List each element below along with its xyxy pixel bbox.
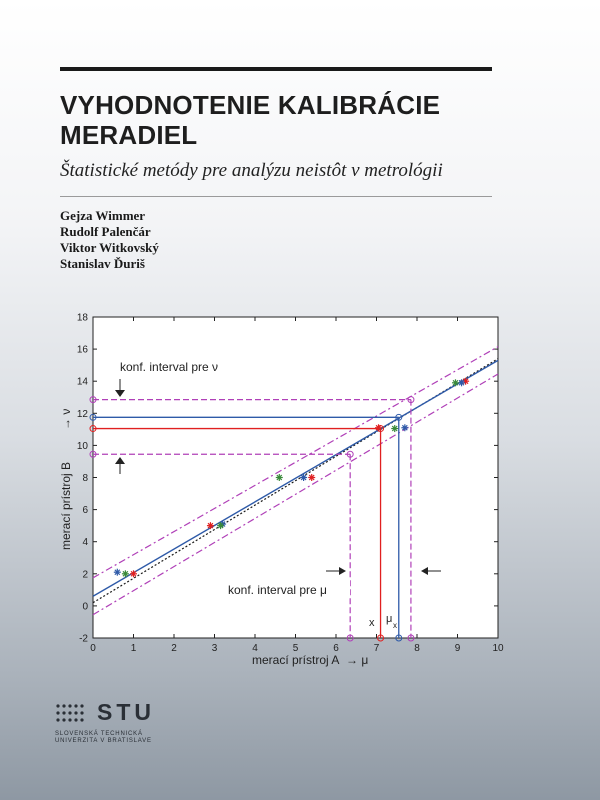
data-point <box>113 568 121 576</box>
mu-ci-marker <box>407 634 415 642</box>
data-point-stroke <box>452 379 459 386</box>
x-tick-label: 0 <box>90 643 96 654</box>
y-tick-label: 10 <box>77 441 89 452</box>
data-point <box>300 474 308 481</box>
mu-value-label: μ <box>386 613 392 625</box>
x-tick-label: 8 <box>414 643 420 654</box>
y-tick-label: 12 <box>77 409 89 420</box>
y-tick-label: -2 <box>79 634 88 645</box>
author-name: Stanislav Ďuriš <box>60 256 145 271</box>
logo-dots-icon <box>56 704 84 722</box>
x-tick-label: 6 <box>333 643 339 654</box>
mu-subscript: x <box>393 621 397 630</box>
logo-line-1: SLOVENSKÁ TECHNICKÁ <box>55 731 143 737</box>
x-axis-arrow: → μ <box>346 653 368 667</box>
confidence-band-lower <box>92 373 499 616</box>
y-tick-label: 8 <box>82 473 88 484</box>
data-point <box>308 474 316 481</box>
data-point-stroke <box>375 424 382 431</box>
y-tick-label: 14 <box>77 377 89 388</box>
data-point-stroke <box>401 424 408 431</box>
data-point <box>130 570 137 578</box>
conf-interval-nu-label: konf. interval pre ν <box>120 360 218 374</box>
author-name: Viktor Witkovský <box>60 240 159 255</box>
x-tick-label: 9 <box>455 643 461 654</box>
y-tick-label: 16 <box>77 345 89 356</box>
data-point <box>458 379 466 387</box>
logo-line-2: UNIVERZITA V BRATISLAVE <box>55 738 152 744</box>
author-name: Gejza Wimmer <box>60 208 146 223</box>
x-tick-label: 10 <box>492 643 504 654</box>
nu-ci-marker <box>89 450 97 458</box>
y-axis-label: merací prístroj B <box>59 462 73 550</box>
data-point <box>451 379 459 387</box>
data-point <box>375 424 383 432</box>
author-list: Gejza Wimmer Rudolf Palenčár Viktor Witk… <box>60 208 159 272</box>
arrow-right-icon <box>326 567 346 575</box>
arrow-down-icon <box>115 379 125 397</box>
nu-ci-marker <box>89 396 97 404</box>
data-point <box>206 522 214 530</box>
data-point-stroke <box>276 474 283 481</box>
confidence-band-upper <box>92 346 499 579</box>
mu-reading-marker <box>89 413 97 421</box>
arrow-left-icon <box>421 567 441 575</box>
book-title: VYHODNOTENIE KALIBRÁCIE MERADIEL <box>60 90 530 150</box>
mu-ci-marker <box>346 450 354 458</box>
mu-reading-marker <box>395 413 403 421</box>
subtitle-rule <box>60 196 492 197</box>
stu-logo: STU SLOVENSKÁ TECHNICKÁ UNIVERZITA V BRA… <box>55 699 151 744</box>
x-tick-label: 7 <box>374 643 380 654</box>
logo-subtitle: SLOVENSKÁ TECHNICKÁ UNIVERZITA V BRATISL… <box>55 731 225 745</box>
x-tick-label: 2 <box>171 643 177 654</box>
data-point <box>401 424 409 432</box>
book-subtitle: Štatistické metódy pre analýzu neistôt v… <box>60 160 443 181</box>
conf-interval-mu-label: konf. interval pre μ <box>228 583 327 597</box>
regression-line <box>92 359 499 597</box>
annotation-bg <box>225 580 350 598</box>
title-line-1: VYHODNOTENIE KALIBRÁCIE <box>60 90 441 120</box>
data-point <box>275 474 283 481</box>
reference-line <box>92 358 499 604</box>
x-tick-label: 4 <box>252 643 258 654</box>
x-tick-label: 5 <box>293 643 299 654</box>
data-point-stroke <box>458 379 465 386</box>
y-tick-label: 18 <box>77 313 89 324</box>
y-tick-label: 0 <box>82 601 88 612</box>
logo-wordmark: STU <box>97 699 155 725</box>
data-point-stroke <box>217 522 224 529</box>
mu-reading-marker <box>395 634 403 642</box>
y-tick-label: 6 <box>82 505 88 516</box>
x-value-label: x <box>369 617 375 629</box>
data-point-stroke <box>300 474 307 481</box>
x-reading-marker <box>89 425 97 433</box>
data-point <box>121 570 129 578</box>
data-point-stroke <box>122 570 129 577</box>
mu-ci-marker <box>407 396 415 404</box>
author-name: Rudolf Palenčár <box>60 224 151 239</box>
title-line-2: MERADIEL <box>60 120 198 150</box>
data-point-stroke <box>130 570 137 577</box>
annotation-bg <box>117 357 252 375</box>
title-rule <box>60 67 492 71</box>
arrow-up-icon <box>115 457 125 474</box>
x-tick-label: 1 <box>131 643 137 654</box>
x-axis-label: merací prístroj A <box>252 653 339 667</box>
y-axis-arrow: → ν <box>59 409 73 430</box>
x-tick-label: 3 <box>212 643 218 654</box>
data-point-stroke <box>308 474 315 481</box>
y-tick-label: 2 <box>82 569 88 580</box>
data-point-stroke <box>207 522 214 529</box>
data-point <box>391 425 399 433</box>
x-reading-marker <box>377 634 385 642</box>
mu-ci-marker <box>346 634 354 642</box>
data-point <box>217 522 225 530</box>
data-point-stroke <box>114 569 121 576</box>
data-point-stroke <box>391 425 398 432</box>
y-tick-label: 4 <box>82 537 88 548</box>
